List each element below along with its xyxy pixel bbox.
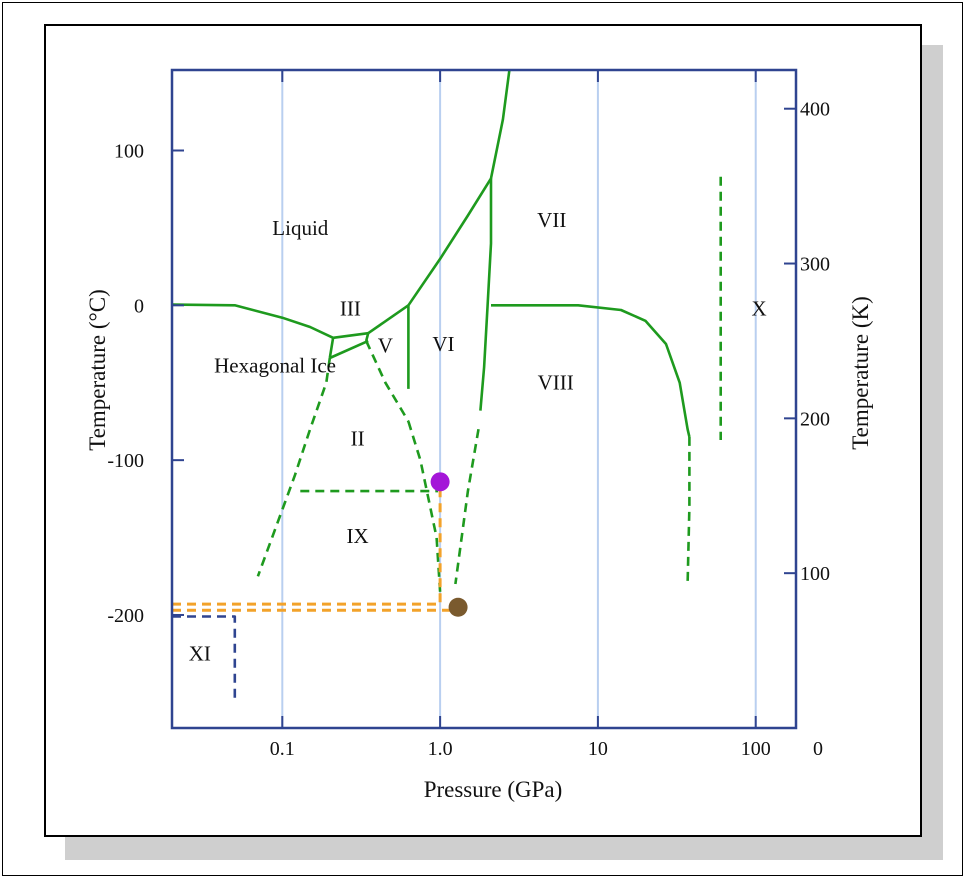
xi-boundary [172,615,237,701]
orange-path-0 [172,483,442,606]
dashed-boundary-2 [407,421,442,592]
solid-boundary-2 [367,304,410,335]
solid-boundary-3 [407,69,511,307]
y-axis-label-left: Temperature (°C) [85,289,110,450]
y-tick-label-right-2: 200 [800,408,830,430]
dashed-boundary-1 [365,340,410,423]
x-tick-label-3: 100 [741,738,771,760]
solid-boundary-8 [479,178,493,411]
region-label-9: IX [347,524,369,548]
y-tick-label-right-0: 400 [800,99,830,121]
dashed-boundary-0 [256,357,332,577]
y-tick-label-left-3: -200 [107,605,144,627]
region-label-8: II [351,426,365,450]
chart-card [44,24,922,837]
y-tick-label-left-0: 100 [114,141,144,163]
solid-boundary-4 [328,337,335,359]
y-tick-label-right-1: 300 [800,254,830,276]
region-label-2: Hexagonal Ice [214,354,336,378]
y-axis-label-right: Temperature (K) [848,296,873,450]
phase-boundaries [171,69,722,701]
dashed-boundary-4 [454,428,480,585]
dashed-boundary-5 [686,436,691,585]
plot-border [170,68,798,730]
region-label-5: VII [537,208,566,232]
region-label-10: XI [189,642,211,666]
region-label-0: Liquid [272,216,328,240]
solid-boundary-6 [364,332,370,342]
x-tick-label-0: 0.1 [270,738,295,760]
solid-boundary-0 [171,303,334,339]
state-point-1 [448,597,468,617]
region-labels: Liquid III Hexagonal Ice V VI VII VIII X II IX XI [189,208,767,666]
y-tick-label-right-3: 100 [800,563,830,585]
region-label-4: VI [432,332,454,356]
region-label-7: X [751,296,766,320]
region-label-1: III [340,296,361,320]
region-label-3: V [378,334,393,358]
x-tick-label-1: 1.0 [428,738,453,760]
x-axis-label: Pressure (GPa) [424,777,563,802]
solid-boundary-9 [491,304,691,438]
y-tick-label-left-1: 0 [134,295,144,317]
y-tick-label-right-zero: 0 [813,738,823,760]
y-tick-label-left-2: -100 [107,450,144,472]
axis-ticks: 0.1 1.0 10 100 100 0 -100 -200 400 300 200 100 0 [107,70,830,760]
x-tick-label-2: 10 [588,738,608,760]
solid-boundary-5 [329,339,369,360]
plot-frame [170,68,798,730]
state-point-0 [430,472,450,492]
solid-boundary-1 [332,331,369,340]
region-label-6: VIII [538,371,574,395]
grid-lines [281,70,757,728]
state-points [430,472,468,617]
